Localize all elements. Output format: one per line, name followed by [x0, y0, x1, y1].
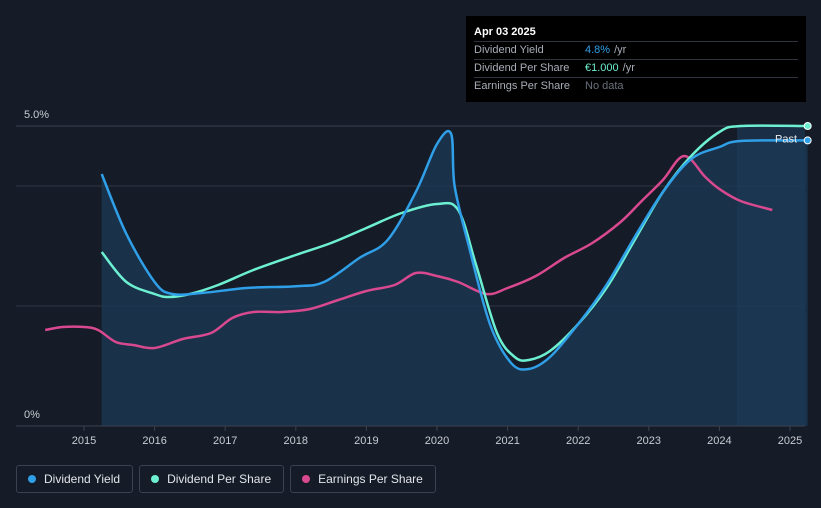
- tooltip-label: Dividend Yield: [474, 44, 544, 56]
- y-axis-ticks: 5.0% 0%: [24, 109, 49, 421]
- legend-dot-icon: [151, 475, 160, 483]
- tooltip-value: No data: [585, 80, 624, 92]
- x-tick-label: 2022: [566, 435, 590, 447]
- dividend-per-share-end-marker: [803, 122, 812, 130]
- dividend-yield-line: [100, 129, 808, 371]
- tooltip-label: Earnings Per Share: [474, 80, 570, 92]
- x-tick-label: 2021: [495, 435, 519, 447]
- x-tick-label: 2025: [778, 435, 802, 447]
- tooltip-unit: /yr: [622, 62, 635, 74]
- tooltip-value: 4.8%: [585, 44, 611, 56]
- legend-item-dividend-yield[interactable]: Dividend Yield: [16, 465, 134, 493]
- legend-label: Dividend Yield: [44, 472, 121, 486]
- tooltip-date: Apr 03 2025: [474, 26, 536, 38]
- x-tick-label: 2017: [213, 435, 237, 447]
- legend-label: Earnings Per Share: [318, 472, 423, 486]
- tooltip: Apr 03 2025 Dividend Yield 4.8% /yr Divi…: [466, 16, 806, 102]
- dividend-yield-area: [101, 131, 808, 426]
- x-tick-label: 2016: [142, 435, 166, 447]
- x-tick-label: 2023: [637, 435, 661, 447]
- legend-dot-icon: [302, 475, 311, 483]
- tooltip-row-earnings-per-share: Earnings Per Share No data: [474, 77, 798, 95]
- legend-item-earnings-per-share[interactable]: Earnings Per Share: [290, 465, 436, 493]
- tooltip-unit: /yr: [614, 44, 627, 56]
- x-tick-label: 2015: [72, 435, 96, 447]
- x-tick-label: 2018: [284, 435, 308, 447]
- y-tick-label: 0%: [24, 409, 40, 421]
- tooltip-row-dividend-per-share: Dividend Per Share €1.000 /yr: [474, 59, 798, 77]
- x-tick-label: 2020: [425, 435, 449, 447]
- tooltip-row-dividend-yield: Dividend Yield 4.8% /yr: [474, 41, 798, 59]
- y-tick-label: 5.0%: [24, 109, 49, 121]
- x-tick-label: 2024: [707, 435, 731, 447]
- legend: Dividend Yield Dividend Per Share Earnin…: [16, 465, 436, 493]
- legend-label: Dividend Per Share: [167, 472, 272, 486]
- legend-item-dividend-per-share[interactable]: Dividend Per Share: [139, 465, 285, 493]
- x-tick-label: 2019: [354, 435, 378, 447]
- legend-dot-icon: [28, 475, 36, 483]
- past-label: Past: [775, 133, 797, 145]
- tooltip-label: Dividend Per Share: [474, 62, 570, 74]
- earnings-per-share-line: [44, 154, 773, 350]
- tooltip-value: €1.000: [585, 62, 619, 74]
- dividend-yield-end-marker: [803, 136, 812, 145]
- x-axis-ticks: 2015 2016 2017 2018 2019 2020 2021 2022 2023 2024…: [72, 426, 802, 447]
